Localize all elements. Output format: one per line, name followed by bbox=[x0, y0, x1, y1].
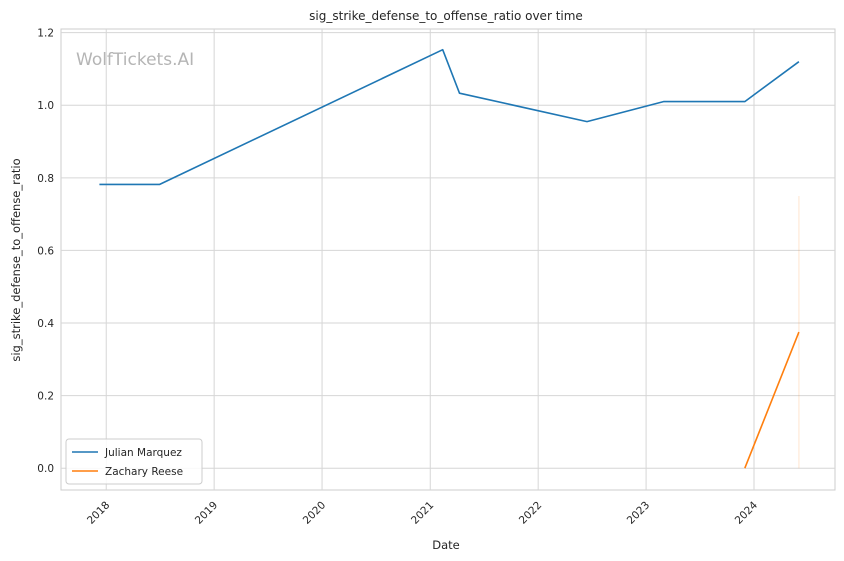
legend-label-zachary-reese: Zachary Reese bbox=[105, 466, 183, 478]
x-tick-label: 2022 bbox=[517, 499, 544, 526]
x-tick-label: 2020 bbox=[301, 499, 328, 526]
y-tick-label: 0.6 bbox=[37, 245, 54, 257]
y-tick-label: 1.0 bbox=[37, 100, 54, 112]
y-axis-label: sig_strike_defense_to_offense_ratio bbox=[9, 158, 23, 361]
x-tick-label: 2019 bbox=[193, 499, 220, 526]
chart-title: sig_strike_defense_to_offense_ratio over… bbox=[309, 9, 583, 23]
y-tick-label: 0.8 bbox=[37, 173, 54, 185]
watermark: WolfTickets.AI bbox=[76, 50, 194, 70]
legend-label-julian-marquez: Julian Marquez bbox=[104, 447, 182, 459]
series-line-zachary-reese bbox=[744, 331, 800, 469]
series-line-julian-marquez bbox=[99, 48, 800, 186]
x-axis-label: Date bbox=[432, 538, 460, 552]
series-lines bbox=[99, 48, 800, 469]
legend: Julian Marquez Zachary Reese bbox=[65, 438, 203, 485]
grid bbox=[61, 29, 835, 490]
y-tick-label: 0.0 bbox=[37, 463, 54, 475]
x-tick-label: 2021 bbox=[409, 499, 436, 526]
y-tick-labels: 0.0 0.2 0.4 0.6 0.8 1.0 1.2 bbox=[37, 28, 54, 476]
y-tick-label: 0.2 bbox=[37, 391, 54, 403]
x-tick-labels: 2018 2019 2020 2021 2022 2023 2024 bbox=[85, 499, 760, 527]
plot-area bbox=[60, 28, 836, 491]
y-tick-label: 1.2 bbox=[37, 28, 54, 40]
legend-box bbox=[65, 438, 203, 485]
y-tick-label: 0.4 bbox=[37, 318, 54, 330]
x-tick-label: 2018 bbox=[85, 499, 112, 526]
x-tick-label: 2024 bbox=[733, 499, 761, 527]
x-tick-label: 2023 bbox=[625, 499, 652, 526]
